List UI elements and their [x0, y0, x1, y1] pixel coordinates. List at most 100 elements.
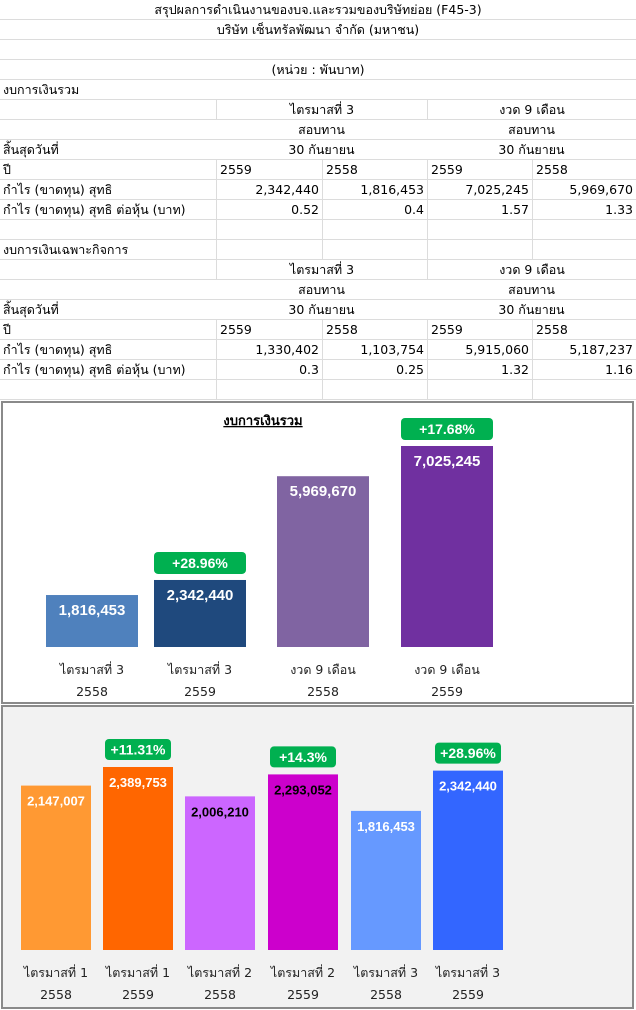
empty-cell[interactable] — [322, 240, 427, 259]
sheet-row[interactable]: ปี 2559 2558 2559 2558 — [0, 320, 636, 340]
empty-cell[interactable] — [532, 240, 636, 259]
value-cell[interactable]: 0.4 — [322, 200, 427, 219]
quarterly-bar-chart[interactable]: 2,147,007 ไตรมาสที่ 1 2558 2,389,753 +11.31%… — [1, 705, 634, 1009]
value-cell[interactable]: 1,103,754 — [322, 340, 427, 359]
empty-cell[interactable] — [427, 240, 532, 259]
value-cell[interactable]: 7,025,245 — [427, 180, 532, 199]
bar-value-label: 2,342,440 — [439, 779, 497, 794]
end-date-label[interactable]: สิ้นสุดวันที่ — [3, 302, 59, 317]
value-cell[interactable]: 1.32 — [427, 360, 532, 379]
year-cell[interactable]: 2559 — [427, 320, 532, 339]
bar[interactable] — [46, 595, 138, 647]
bar[interactable] — [433, 770, 503, 950]
category-year-label: 2558 — [40, 987, 72, 1002]
value-cell[interactable]: 1.16 — [532, 360, 636, 379]
end-date[interactable]: 30 กันยายน — [288, 302, 355, 317]
review-header[interactable]: สอบทาน — [508, 282, 555, 297]
category-label: ไตรมาสที่ 1 — [23, 964, 88, 980]
review-header[interactable]: สอบทาน — [298, 282, 345, 297]
category-label: ไตรมาสที่ 3 — [167, 661, 232, 677]
empty-cell[interactable] — [216, 240, 322, 259]
table-row[interactable]: กำไร (ขาดทุน) สุทธิ ต่อหุ้น (บาท) 0.52 0… — [0, 200, 636, 220]
year-label[interactable]: ปี — [3, 162, 11, 177]
year-cell[interactable]: 2558 — [322, 320, 427, 339]
chart-canvas: 2,147,007 ไตรมาสที่ 1 2558 2,389,753 +11.31%… — [21, 739, 503, 1002]
empty-cell[interactable] — [216, 380, 322, 399]
sheet-row[interactable] — [0, 220, 636, 240]
category-label: ไตรมาสที่ 2 — [187, 964, 252, 980]
sheet-row[interactable]: ไตรมาสที่ 3 งวด 9 เดือน — [0, 100, 636, 120]
period-header[interactable]: ไตรมาสที่ 3 — [216, 260, 427, 279]
category-label: ไตรมาสที่ 2 — [270, 964, 335, 980]
category-label: ไตรมาสที่ 3 — [353, 964, 418, 980]
end-date[interactable]: 30 กันยายน — [498, 142, 565, 157]
empty-cell[interactable] — [532, 380, 636, 399]
sheet-row[interactable]: งบการเงินรวม — [0, 80, 636, 100]
year-cell[interactable]: 2559 — [427, 160, 532, 179]
sheet-row[interactable]: สรุปผลการดำเนินงานของบจ.และรวมของบริษัทย… — [0, 0, 636, 20]
table-row[interactable]: กำไร (ขาดทุน) สุทธิ ต่อหุ้น (บาท) 0.3 0.… — [0, 360, 636, 380]
value-cell[interactable]: 5,915,060 — [427, 340, 532, 359]
sheet-row[interactable] — [0, 380, 636, 400]
bar[interactable] — [277, 476, 369, 647]
period-header[interactable]: งวด 9 เดือน — [427, 260, 636, 279]
empty-cell[interactable] — [532, 220, 636, 239]
sheet-row[interactable]: สอบทาน สอบทาน — [0, 120, 636, 140]
table-row[interactable]: กำไร (ขาดทุน) สุทธิ 2,342,440 1,816,453 … — [0, 180, 636, 200]
empty-cell[interactable] — [427, 380, 532, 399]
bar[interactable] — [185, 796, 255, 950]
year-label[interactable]: ปี — [3, 322, 11, 337]
value-cell[interactable]: 2,342,440 — [216, 180, 322, 199]
unit-label: (หน่วย : พันบาท) — [271, 62, 365, 77]
empty-cell[interactable] — [322, 380, 427, 399]
row-label[interactable]: กำไร (ขาดทุน) สุทธิ ต่อหุ้น (บาท) — [3, 362, 186, 377]
value-cell[interactable]: 5,187,237 — [532, 340, 636, 359]
bar[interactable] — [103, 767, 173, 950]
value-cell[interactable]: 0.52 — [216, 200, 322, 219]
year-cell[interactable]: 2558 — [532, 160, 636, 179]
sheet-row[interactable]: ไตรมาสที่ 3 งวด 9 เดือน — [0, 260, 636, 280]
sheet-row[interactable]: บริษัท เซ็นทรัลพัฒนา จำกัด (มหาชน) — [0, 20, 636, 40]
value-cell[interactable]: 1.57 — [427, 200, 532, 219]
value-cell[interactable]: 1,330,402 — [216, 340, 322, 359]
consolidated-bar-chart[interactable]: งบการเงินรวม 1,816,453 ไตรมาสที่ 3 2558 2,34… — [1, 401, 634, 704]
row-label[interactable]: กำไร (ขาดทุน) สุทธิ — [3, 182, 113, 197]
sheet-row[interactable] — [0, 40, 636, 60]
value-cell[interactable]: 0.3 — [216, 360, 322, 379]
bar[interactable] — [154, 579, 246, 647]
end-date-label[interactable]: สิ้นสุดวันที่ — [3, 142, 59, 157]
sheet-row[interactable]: สอบทาน สอบทาน — [0, 280, 636, 300]
sheet-row[interactable]: สิ้นสุดวันที่ 30 กันยายน 30 กันยายน — [0, 140, 636, 160]
bar[interactable] — [351, 810, 421, 950]
sheet-row[interactable]: งบการเงินเฉพาะกิจการ — [0, 240, 636, 260]
bar[interactable] — [401, 446, 493, 647]
review-header[interactable]: สอบทาน — [508, 122, 555, 137]
empty-cell[interactable] — [427, 220, 532, 239]
category-label: ไตรมาสที่ 3 — [435, 964, 500, 980]
year-cell[interactable]: 2558 — [322, 160, 427, 179]
value-cell[interactable]: 1.33 — [532, 200, 636, 219]
year-cell[interactable]: 2559 — [216, 160, 322, 179]
sheet-row[interactable]: สิ้นสุดวันที่ 30 กันยายน 30 กันยายน — [0, 300, 636, 320]
year-cell[interactable]: 2559 — [216, 320, 322, 339]
year-cell[interactable]: 2558 — [532, 320, 636, 339]
table-row[interactable]: กำไร (ขาดทุน) สุทธิ 1,330,402 1,103,754 … — [0, 340, 636, 360]
period-header[interactable]: ไตรมาสที่ 3 — [216, 100, 427, 119]
category-label: ไตรมาสที่ 3 — [59, 661, 124, 677]
row-label[interactable]: กำไร (ขาดทุน) สุทธิ — [3, 342, 113, 357]
end-date[interactable]: 30 กันยายน — [498, 302, 565, 317]
review-header[interactable]: สอบทาน — [298, 122, 345, 137]
end-date[interactable]: 30 กันยายน — [288, 142, 355, 157]
period-header[interactable]: งวด 9 เดือน — [427, 100, 636, 119]
bar[interactable] — [21, 785, 91, 950]
empty-cell[interactable] — [322, 220, 427, 239]
value-cell[interactable]: 5,969,670 — [532, 180, 636, 199]
empty-cell[interactable] — [216, 220, 322, 239]
bar[interactable] — [268, 774, 338, 950]
row-label[interactable]: กำไร (ขาดทุน) สุทธิ ต่อหุ้น (บาท) — [3, 202, 186, 217]
sheet-row[interactable]: (หน่วย : พันบาท) — [0, 60, 636, 80]
value-cell[interactable]: 0.25 — [322, 360, 427, 379]
value-cell[interactable]: 1,816,453 — [322, 180, 427, 199]
sheet-row[interactable]: ปี 2559 2558 2559 2558 — [0, 160, 636, 180]
spreadsheet: สรุปผลการดำเนินงานของบจ.และรวมของบริษัทย… — [0, 0, 636, 400]
